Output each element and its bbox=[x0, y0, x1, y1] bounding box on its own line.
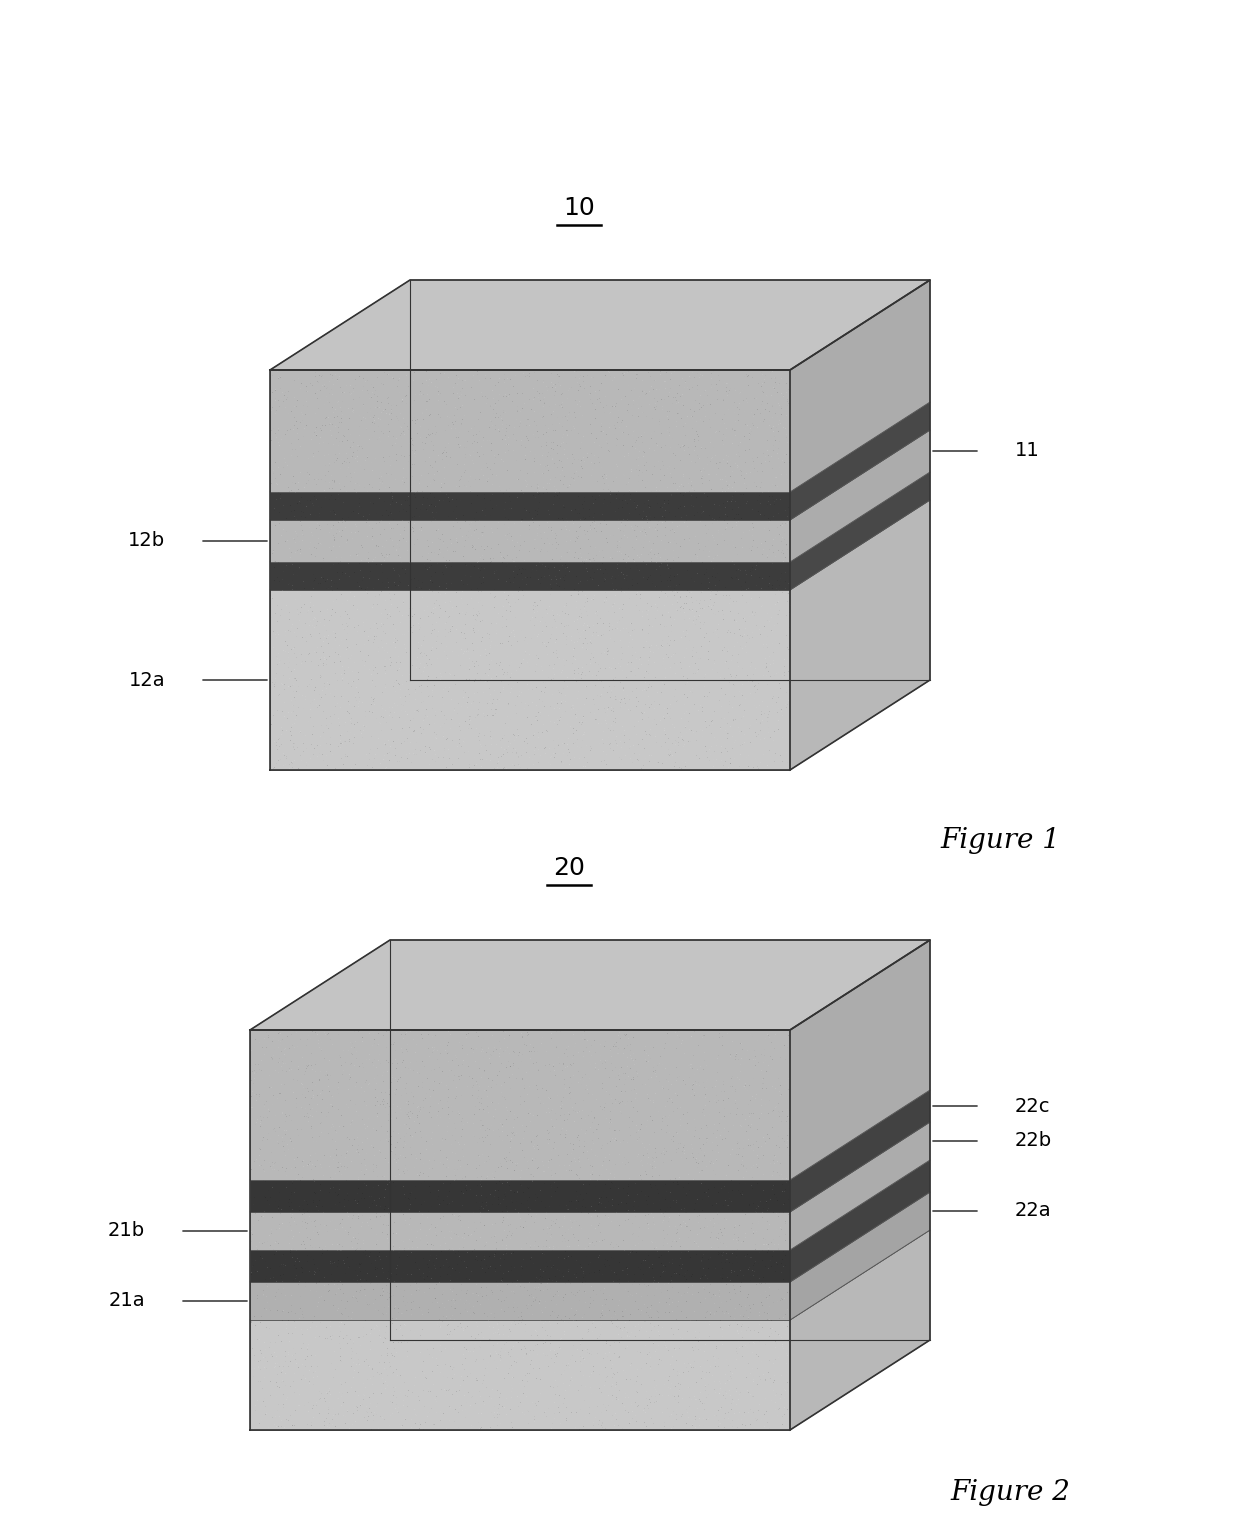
Polygon shape bbox=[790, 1089, 930, 1212]
Polygon shape bbox=[250, 1212, 790, 1250]
Polygon shape bbox=[270, 430, 930, 520]
Text: Figure 2: Figure 2 bbox=[950, 1478, 1070, 1506]
Text: Figure 1: Figure 1 bbox=[940, 826, 1060, 854]
Text: 11: 11 bbox=[1016, 442, 1040, 461]
Polygon shape bbox=[250, 939, 930, 1030]
Polygon shape bbox=[250, 1250, 790, 1282]
Text: 21a: 21a bbox=[108, 1291, 145, 1311]
Text: 22c: 22c bbox=[1016, 1097, 1050, 1115]
Polygon shape bbox=[250, 1121, 930, 1212]
Polygon shape bbox=[790, 1121, 930, 1250]
Polygon shape bbox=[270, 280, 930, 370]
Text: 10: 10 bbox=[563, 196, 595, 220]
Polygon shape bbox=[790, 500, 930, 770]
Polygon shape bbox=[790, 1192, 930, 1320]
Polygon shape bbox=[270, 500, 930, 591]
Polygon shape bbox=[790, 939, 930, 1180]
Polygon shape bbox=[270, 520, 790, 562]
Polygon shape bbox=[270, 562, 790, 591]
Polygon shape bbox=[790, 402, 930, 520]
Polygon shape bbox=[250, 1180, 790, 1212]
Polygon shape bbox=[250, 1089, 930, 1180]
Polygon shape bbox=[250, 1030, 790, 1180]
Polygon shape bbox=[270, 493, 790, 520]
Polygon shape bbox=[790, 430, 930, 562]
Text: 12b: 12b bbox=[128, 531, 165, 551]
Polygon shape bbox=[790, 1160, 930, 1282]
Polygon shape bbox=[270, 402, 930, 493]
Polygon shape bbox=[790, 471, 930, 591]
Polygon shape bbox=[250, 1320, 790, 1431]
Text: 22b: 22b bbox=[1016, 1132, 1052, 1151]
Polygon shape bbox=[270, 471, 930, 562]
Polygon shape bbox=[790, 280, 930, 493]
Polygon shape bbox=[250, 1160, 930, 1250]
Polygon shape bbox=[790, 1230, 930, 1431]
Text: 22a: 22a bbox=[1016, 1201, 1052, 1221]
Polygon shape bbox=[270, 370, 790, 493]
Text: 21b: 21b bbox=[108, 1221, 145, 1241]
Text: 12a: 12a bbox=[129, 670, 165, 690]
Text: 20: 20 bbox=[553, 855, 585, 880]
Polygon shape bbox=[250, 1282, 790, 1320]
Polygon shape bbox=[250, 1230, 930, 1320]
Polygon shape bbox=[270, 591, 790, 770]
Polygon shape bbox=[250, 1192, 930, 1282]
